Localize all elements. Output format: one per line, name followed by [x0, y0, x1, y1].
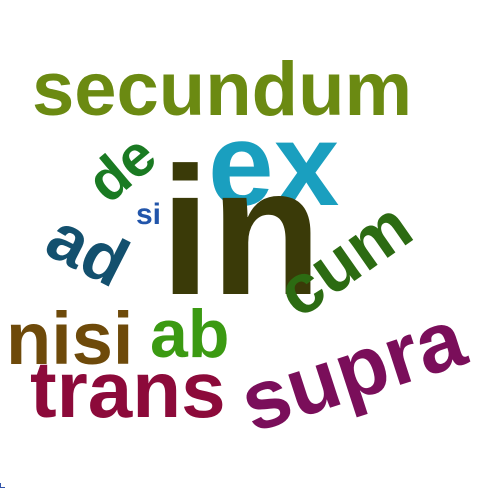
word-in: in [160, 129, 322, 333]
word-nisi: nisi [6, 297, 134, 380]
corner-mark [0, 483, 5, 488]
word-si: si [136, 198, 162, 231]
word-ex: ex [208, 99, 340, 231]
word-secundum: secundum [32, 47, 413, 132]
word-ab: ab [150, 296, 230, 372]
word-ad: ad [35, 198, 141, 302]
word-trans: trans [30, 345, 226, 434]
